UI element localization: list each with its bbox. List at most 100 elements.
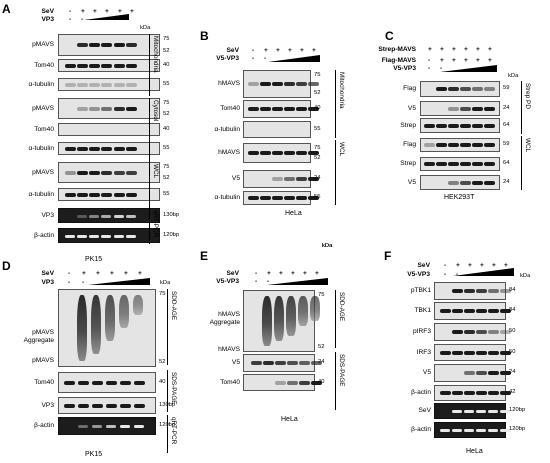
protein-band (484, 162, 495, 166)
mw-marker: 55 (163, 190, 170, 197)
protein-band (452, 309, 463, 313)
row-label: TBK1 (414, 307, 432, 314)
protein-band (92, 380, 103, 385)
cell-line-caption: HeLa (466, 448, 483, 455)
mw-marker: 75 (163, 36, 170, 42)
dose-wedge-icon (440, 65, 497, 72)
pcr-band (89, 234, 99, 238)
lane-sign: + (440, 57, 444, 64)
mw-marker: 120bp (509, 407, 526, 413)
protein-band (296, 151, 307, 155)
pcr-band (101, 234, 111, 238)
panel-letter-F: F (384, 249, 392, 263)
protein-band (476, 391, 487, 395)
protein-band (488, 330, 499, 334)
protein-band (101, 146, 112, 151)
group-label: Mitochondria (338, 72, 345, 109)
pcr-band (120, 425, 130, 428)
lane-sign: - (255, 278, 258, 285)
pcr-band (488, 410, 498, 413)
protein-band (424, 123, 435, 128)
protein-band (101, 192, 112, 197)
lane-sign: - (428, 57, 431, 64)
protein-band (472, 106, 483, 111)
protein-band (488, 371, 499, 375)
mw-marker: 40 (163, 125, 170, 132)
protein-band (126, 63, 137, 68)
row-label: pTBK1 (410, 287, 431, 294)
mw-marker: 59 (503, 141, 510, 147)
row-label: β-actin (411, 389, 431, 396)
lane-sign: - (69, 16, 72, 23)
mw-marker: 84 (509, 287, 516, 293)
lane-sign: + (300, 47, 304, 54)
aggregate-smear (286, 296, 296, 336)
protein-band (311, 361, 322, 365)
protein-band (126, 146, 137, 151)
mw-marker: 42 (509, 389, 516, 395)
dose-wedge-icon (453, 268, 514, 276)
treatment-label: SeV (41, 270, 54, 277)
protein-band (464, 371, 475, 375)
pcr-band (77, 234, 87, 238)
kda-unit: kDa (140, 25, 151, 31)
protein-band (78, 403, 89, 408)
row-label: Flag (403, 141, 416, 148)
lane-sign: + (428, 46, 432, 53)
aggregate-smear (298, 296, 308, 326)
lane-sign: + (118, 8, 122, 15)
mw-marker: 52 (163, 111, 170, 117)
mw-marker: 40 (314, 105, 321, 111)
protein-band (89, 63, 100, 68)
lane-sign: + (105, 8, 109, 15)
row-label: V5 (407, 178, 416, 186)
kda-unit: kDa (322, 243, 333, 249)
row-label: pMAVS (32, 41, 54, 48)
dose-wedge-icon (268, 55, 320, 62)
pcr-band (101, 214, 111, 218)
protein-band (424, 162, 435, 166)
protein-band (284, 82, 295, 86)
protein-band (448, 87, 459, 91)
treatment-label: SeV (226, 47, 239, 54)
protein-band (308, 82, 319, 86)
lane-sign: + (315, 270, 319, 277)
protein-band (77, 82, 88, 87)
protein-band (114, 63, 125, 68)
group-bracket (149, 34, 150, 96)
protein-band (134, 380, 145, 385)
protein-band (284, 177, 295, 181)
protein-band (89, 106, 100, 111)
mw-marker: 24 (503, 104, 510, 111)
group-label: SDS-PAGE (170, 372, 177, 405)
lane-sign: + (312, 47, 316, 54)
treatment-label: SeV (226, 270, 239, 277)
mw-marker: 55 (163, 144, 170, 151)
pcr-band (126, 234, 136, 238)
protein-band (460, 87, 471, 91)
protein-band (65, 170, 76, 175)
lane-sign: + (110, 270, 114, 277)
protein-band (248, 107, 259, 111)
lane-sign: - (252, 47, 255, 54)
protein-band (500, 309, 511, 313)
pcr-band (114, 234, 124, 238)
protein-band (101, 63, 112, 68)
protein-band (114, 43, 125, 47)
mw-marker: 52 (163, 175, 170, 181)
protein-band (484, 180, 495, 185)
lane-sign: + (82, 270, 86, 277)
row-label: IRF3 (416, 348, 431, 356)
group-label: Cytosol (152, 100, 159, 122)
protein-band (440, 391, 451, 395)
row-label: α-tubulin (214, 194, 240, 201)
lane-sign: + (456, 262, 460, 269)
group-label: WCL (524, 138, 531, 153)
mw-marker: 75 (163, 164, 170, 170)
protein-band (464, 309, 475, 313)
row-label: hMAVS (218, 149, 240, 156)
protein-band (248, 82, 259, 86)
row-label: α-tubulin (28, 144, 54, 152)
mw-marker: 40 (163, 61, 170, 68)
protein-band (472, 143, 483, 147)
